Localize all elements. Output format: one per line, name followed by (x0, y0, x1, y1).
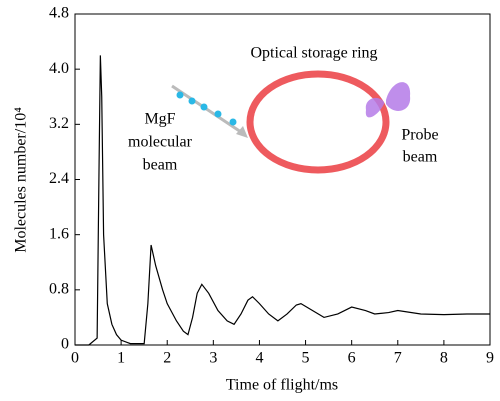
x-tick-label: 2 (163, 350, 171, 367)
annotation: MgF (144, 111, 175, 128)
y-tick-label: 2.4 (49, 170, 69, 187)
plot-frame (74, 13, 491, 346)
beam-arrow (171, 84, 245, 136)
y-tick-label: 0.8 (49, 281, 69, 298)
y-tick-label: 4.8 (49, 5, 69, 22)
molecules (176, 91, 237, 126)
y-tick-label: 1.6 (49, 225, 69, 242)
y-axis-label: Molecules number/10⁴ (13, 107, 30, 253)
x-tick-label: 8 (440, 350, 448, 367)
y-tick-label: 4.0 (49, 60, 69, 77)
annotation: Optical storage ring (250, 45, 377, 62)
x-tick-label: 6 (348, 350, 356, 367)
x-tick-label: 3 (209, 350, 217, 367)
y-tick-label: 0 (61, 336, 69, 353)
annotation: beam (143, 157, 178, 174)
x-tick-label: 4 (255, 350, 263, 367)
x-tick-label: 5 (302, 350, 310, 367)
x-tick-label: 7 (394, 350, 402, 367)
y-tick-label: 3.2 (49, 115, 69, 132)
data-line (75, 55, 490, 346)
probe-beam (365, 82, 411, 118)
x-axis-label: Time of flight/ms (226, 377, 338, 394)
annotation: Probe (401, 127, 438, 144)
x-tick-label: 0 (71, 350, 79, 367)
beam-arrowhead (236, 126, 248, 138)
annotation: molecular (128, 134, 193, 151)
x-tick-label: 9 (486, 350, 494, 367)
x-tick-label: 1 (117, 350, 125, 367)
storage-ring (246, 70, 390, 174)
annotation: beam (403, 149, 438, 166)
